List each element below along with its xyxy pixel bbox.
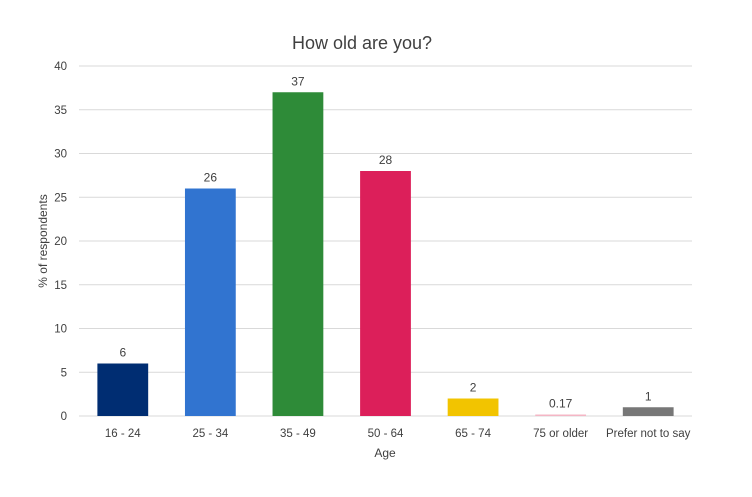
data-label: 28 (379, 153, 393, 167)
bar (97, 363, 149, 416)
x-tick-label: 35 - 49 (280, 428, 316, 440)
x-tick-label: 65 - 74 (455, 428, 491, 440)
y-tick-label: 20 (54, 236, 67, 248)
x-axis-ticks: 16 - 24 25 - 34 35 - 49 50 - 64 65 - 74 75 or… (105, 428, 691, 440)
bars (97, 92, 674, 416)
y-tick-label: 35 (54, 105, 67, 117)
x-tick-label: 25 - 34 (192, 428, 228, 440)
data-label: 0.17 (549, 397, 573, 411)
bar (184, 188, 236, 416)
y-tick-label: 30 (54, 149, 67, 161)
y-axis-ticks: 0 5 10 15 20 25 30 35 40 (54, 61, 67, 423)
y-axis-title: % of respondents (36, 194, 50, 287)
y-tick-label: 25 (54, 192, 67, 204)
x-tick-label: 50 - 64 (368, 428, 404, 440)
bar (622, 407, 674, 416)
y-tick-label: 40 (54, 61, 67, 73)
data-labels: 6 26 37 28 2 0.17 1 (119, 74, 651, 410)
y-tick-label: 5 (61, 367, 67, 379)
data-label: 37 (291, 74, 305, 88)
chart-title: How old are you? (292, 33, 432, 53)
x-tick-label: 16 - 24 (105, 428, 141, 440)
x-tick-label: 75 or older (533, 428, 588, 440)
data-label: 6 (119, 346, 126, 360)
data-label: 2 (470, 381, 477, 395)
y-tick-label: 10 (54, 324, 67, 336)
y-tick-label: 0 (61, 411, 67, 423)
bar (272, 92, 324, 416)
x-axis-title: Age (374, 446, 396, 460)
bar (447, 398, 499, 416)
data-label: 1 (645, 389, 652, 403)
bar (535, 414, 587, 416)
bar (360, 171, 411, 416)
x-tick-label: Prefer not to say (606, 428, 691, 440)
data-label: 26 (204, 171, 218, 185)
y-tick-label: 15 (54, 280, 67, 292)
